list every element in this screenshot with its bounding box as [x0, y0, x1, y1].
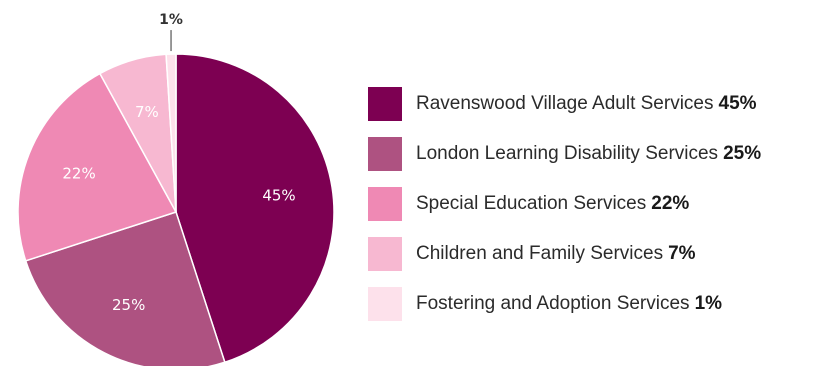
slice-label-2: 25%	[112, 296, 145, 314]
legend-swatch	[368, 287, 402, 321]
pie-slice-3	[17, 72, 178, 262]
callout-label: 1%	[159, 12, 183, 28]
legend-value: 25%	[723, 143, 762, 164]
legend-item: Fostering and Adoption Services 1%	[368, 286, 828, 322]
pie-labels: 45% 25% 22% 7%	[62, 103, 295, 314]
legend-item: Special Education Services 22%	[368, 186, 828, 222]
legend-value: 1%	[694, 293, 723, 314]
legend-label: Special Education Services	[416, 193, 647, 214]
legend-value: 22%	[651, 193, 690, 214]
legend-swatch	[368, 237, 402, 271]
pie-slices	[17, 53, 335, 366]
legend-swatch	[368, 87, 402, 121]
legend-label: Fostering and Adoption Services	[416, 293, 690, 314]
slice-label-4: 7%	[135, 103, 159, 121]
pie-slice-1	[175, 53, 335, 364]
pie-slice-5	[165, 53, 177, 213]
legend-label: Ravenswood Village Adult Services	[416, 93, 714, 114]
legend-value: 45%	[718, 93, 757, 114]
pie-slice-2	[24, 211, 226, 366]
slice-label-1: 45%	[262, 187, 295, 205]
legend-item: London Learning Disability Services 25%	[368, 136, 828, 172]
legend: Ravenswood Village Adult Services 45% Lond…	[368, 86, 828, 336]
slice-label-3: 22%	[62, 165, 95, 183]
legend-item: Children and Family Services 7%	[368, 236, 828, 272]
legend-label: London Learning Disability Services	[416, 143, 719, 164]
legend-swatch	[368, 187, 402, 221]
legend-label: Children and Family Services	[416, 243, 664, 264]
legend-item: Ravenswood Village Adult Services 45%	[368, 86, 828, 122]
legend-swatch	[368, 137, 402, 171]
pie-chart: 45% 25% 22% 7% 1%	[17, 12, 335, 366]
legend-value: 7%	[668, 243, 696, 264]
